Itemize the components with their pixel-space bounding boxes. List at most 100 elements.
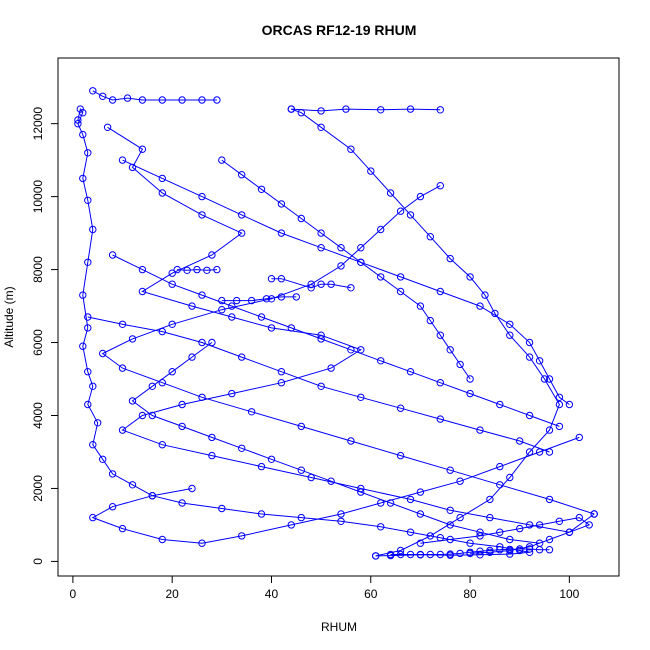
data-point [277,368,286,376]
data-point [317,382,325,390]
data-point [377,523,385,531]
y-axis-label: Altitude (m) [2,286,16,347]
data-point [496,462,504,471]
data-point [168,320,176,328]
data-point [99,92,107,101]
data-point [188,302,196,310]
data-point [476,426,484,434]
data-point [416,510,425,518]
data-point [466,539,474,547]
data-point [377,225,385,234]
data-series [267,275,355,292]
data-point [506,535,514,544]
data-point [277,275,286,283]
data-point [456,360,464,369]
data-point [138,96,147,104]
data-point [128,481,137,489]
data-point [84,313,92,321]
data-point [238,229,246,237]
data-point [525,545,534,553]
data-point [347,346,355,354]
data-point [238,532,246,540]
x-tick-label: 20 [166,587,180,601]
data-point [481,291,489,299]
data-point [516,524,524,533]
data-point [74,120,82,128]
data-point [436,550,444,559]
data-point [247,296,256,305]
data-point [277,200,286,208]
data-point [84,324,92,332]
data-point [118,364,127,372]
data-point [262,295,271,303]
data-point [138,411,147,420]
data-point [84,196,92,205]
data-point [168,368,176,376]
x-tick-label: 60 [364,587,378,601]
data-point [396,287,405,296]
data-point [456,477,464,485]
data-point [436,379,444,387]
data-point [228,313,236,321]
data-point [426,233,434,241]
data-point [198,393,206,401]
data-point [466,389,474,398]
data-point [456,549,464,558]
series-line [221,159,471,380]
y-tick-label: 12000 [31,107,45,141]
data-point [168,280,176,288]
data-point [357,488,365,496]
data-point [267,324,276,332]
data-point [446,535,454,544]
data-series [89,433,583,547]
data-point [198,539,206,547]
data-point [99,349,107,358]
data-point [327,280,335,288]
series-line [131,342,540,544]
data-point [103,123,112,132]
data-point [535,521,544,529]
data-point [79,174,87,183]
data-point [347,437,355,445]
data-point [496,546,504,554]
data-point [84,149,92,157]
data-point [317,244,325,252]
chart-title: ORCAS RF12-19 RHUM [262,22,417,38]
data-point [525,521,534,529]
data-point [406,495,415,504]
data-point [446,521,454,529]
data-point [486,548,494,556]
data-point [436,287,444,296]
data-point [297,214,305,223]
series-line [291,108,441,112]
data-point [158,441,167,449]
data-series [74,105,534,560]
data-point [396,546,405,555]
data-point [466,549,474,558]
data-point [218,296,226,305]
data-point [347,284,355,292]
data-point [466,375,474,383]
data-point [198,291,206,299]
data-point [317,107,325,115]
data-point [257,185,266,194]
data-point [525,353,534,361]
y-tick-label: 0 [31,558,45,565]
data-point [327,477,335,485]
data-point [535,357,544,365]
data-point [525,338,534,347]
data-point [128,397,137,405]
data-point [575,433,583,442]
data-point [456,513,464,522]
data-point [377,273,385,281]
data-point [426,316,434,325]
series-line [221,296,297,302]
series-line [122,159,570,405]
y-tick-label: 4000 [31,402,45,429]
data-point [267,455,276,463]
data-point [426,550,434,559]
data-point [148,382,157,390]
data-point [406,550,415,559]
data-point [317,335,325,343]
data-point [89,225,97,234]
